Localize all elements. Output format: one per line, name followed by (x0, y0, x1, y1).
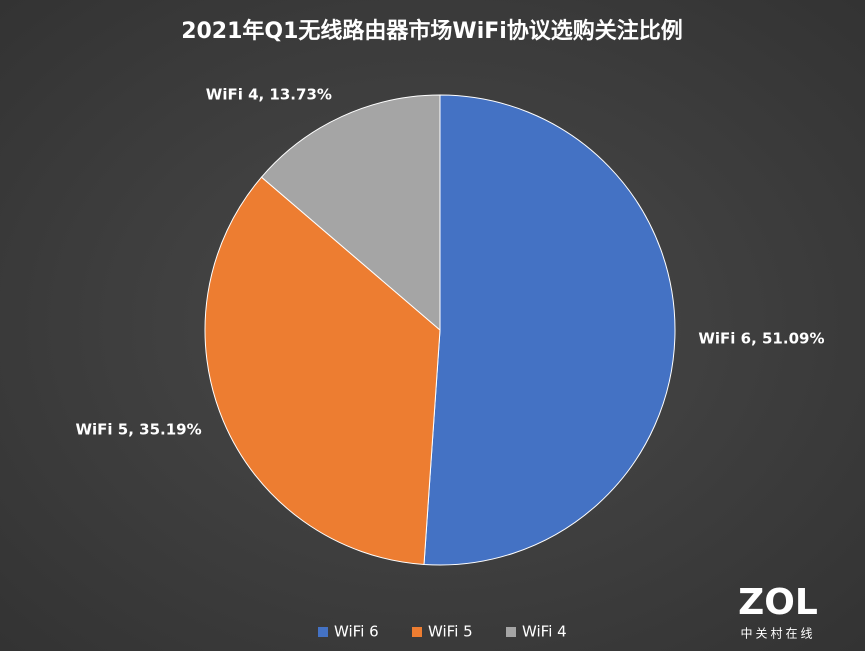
legend-swatch (412, 627, 422, 637)
legend-swatch (506, 627, 516, 637)
watermark-text: 中关村在线 (740, 626, 815, 641)
watermark-logo: ZOL (738, 582, 818, 623)
legend-label: WiFi 5 (428, 623, 473, 641)
data-label: WiFi 4, 13.73% (206, 86, 332, 104)
legend-label: WiFi 4 (522, 623, 567, 641)
legend-swatch (318, 627, 328, 637)
pie-slice (260, 94, 441, 332)
data-label: WiFi 5, 35.19% (75, 421, 201, 439)
pie-slice (423, 94, 676, 566)
pie-slice (204, 176, 441, 565)
chart-title: 2021年Q1无线路由器市场WiFi协议选购关注比例 (181, 18, 683, 44)
data-label: WiFi 6, 51.09% (698, 329, 824, 347)
legend-label: WiFi 6 (334, 623, 379, 641)
